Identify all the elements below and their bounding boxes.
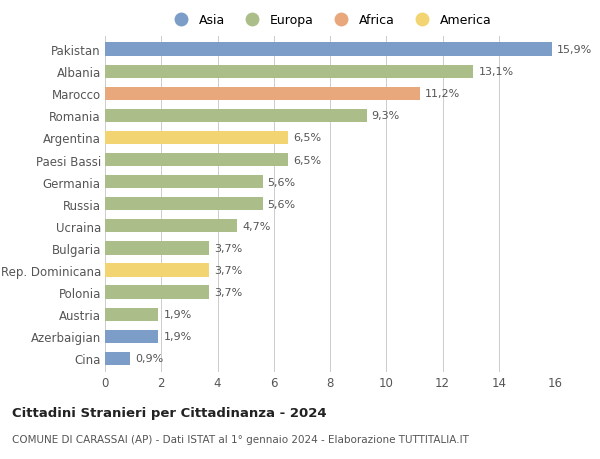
Text: COMUNE DI CARASSAI (AP) - Dati ISTAT al 1° gennaio 2024 - Elaborazione TUTTITALI: COMUNE DI CARASSAI (AP) - Dati ISTAT al … (12, 434, 469, 444)
Bar (105, 43, 552, 56)
Text: 5,6%: 5,6% (268, 177, 296, 187)
Bar (105, 352, 130, 365)
Bar (105, 264, 209, 277)
Bar (105, 132, 288, 145)
Bar (105, 65, 473, 78)
Text: 3,7%: 3,7% (214, 265, 242, 275)
Text: 6,5%: 6,5% (293, 155, 321, 165)
Bar (105, 330, 158, 343)
Bar (105, 308, 158, 321)
Bar (105, 286, 209, 299)
Text: 0,9%: 0,9% (136, 353, 164, 364)
Bar (105, 109, 367, 123)
Text: Cittadini Stranieri per Cittadinanza - 2024: Cittadini Stranieri per Cittadinanza - 2… (12, 406, 326, 419)
Bar (105, 198, 263, 211)
Text: 15,9%: 15,9% (557, 45, 593, 55)
Bar (105, 154, 288, 167)
Bar (105, 87, 420, 101)
Text: 1,9%: 1,9% (163, 331, 192, 341)
Text: 6,5%: 6,5% (293, 133, 321, 143)
Text: 5,6%: 5,6% (268, 199, 296, 209)
Legend: Asia, Europa, Africa, America: Asia, Europa, Africa, America (169, 14, 491, 27)
Bar (105, 220, 237, 233)
Text: 3,7%: 3,7% (214, 287, 242, 297)
Text: 9,3%: 9,3% (371, 111, 400, 121)
Bar (105, 242, 209, 255)
Text: 13,1%: 13,1% (479, 67, 514, 77)
Text: 4,7%: 4,7% (242, 221, 271, 231)
Text: 1,9%: 1,9% (163, 309, 192, 319)
Bar (105, 176, 263, 189)
Text: 11,2%: 11,2% (425, 89, 460, 99)
Text: 3,7%: 3,7% (214, 243, 242, 253)
